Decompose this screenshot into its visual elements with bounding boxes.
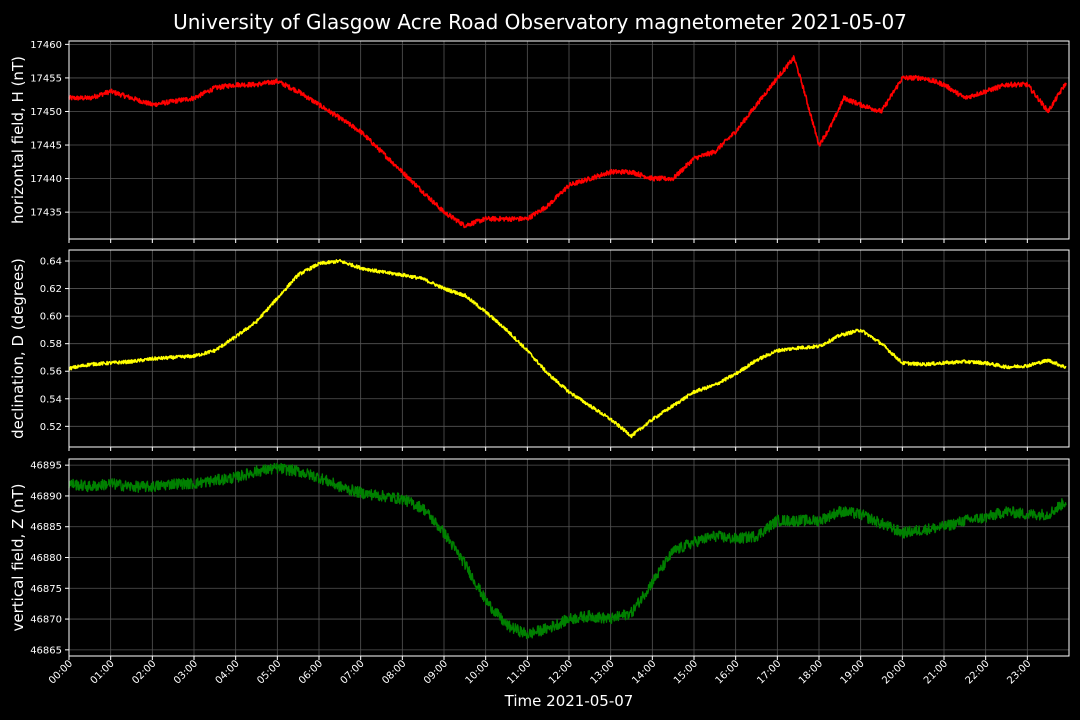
- x-axis-label: Time 2021-05-07: [504, 692, 634, 710]
- y-tick-label: 17455: [30, 73, 62, 84]
- x-tick-label: 20:00: [880, 658, 908, 686]
- y-tick-label: 17435: [30, 208, 62, 219]
- series-line: [68, 55, 1067, 229]
- series-line: [68, 258, 1067, 439]
- y-tick-label: 46885: [30, 522, 62, 533]
- x-tick-label: 06:00: [297, 658, 325, 686]
- x-tick-label: 16:00: [714, 658, 742, 686]
- y-tick-label: 17440: [30, 174, 62, 185]
- x-tick-label: 08:00: [380, 658, 408, 686]
- axes-frame: [68, 40, 1070, 240]
- series-line: [68, 462, 1067, 640]
- panel-3: 46865 46870 46875 46880 46885 46890 46895verti…: [9, 458, 1070, 660]
- y-tick-label: 0.58: [40, 339, 62, 350]
- y-tick-label: 46870: [30, 615, 62, 626]
- x-tick-label: 01:00: [89, 658, 117, 686]
- y-tick-label: 0.54: [40, 394, 62, 405]
- y-tick-label: 0.64: [40, 257, 62, 268]
- x-tick-label: 17:00: [755, 658, 783, 686]
- axes-frame: [68, 249, 1070, 448]
- x-tick-label: 10:00: [464, 658, 492, 686]
- x-tick-label: 02:00: [130, 658, 158, 686]
- y-tick-label: 46875: [30, 584, 62, 595]
- x-tick-label: 21:00: [922, 658, 950, 686]
- x-tick-label: 12:00: [547, 658, 575, 686]
- x-tick-label: 11:00: [505, 658, 533, 686]
- y-tick-label: 0.52: [40, 422, 62, 433]
- x-tick-label: 14:00: [630, 658, 658, 686]
- y-axis-label: horizontal field, H (nT): [9, 56, 27, 224]
- x-tick-label: 15:00: [672, 658, 700, 686]
- y-tick-label: 17460: [30, 40, 62, 51]
- y-tick-label: 17445: [30, 141, 62, 152]
- axes-frame: [68, 458, 1070, 657]
- x-tick-label: 05:00: [255, 658, 283, 686]
- chart-title: University of Glasgow Acre Road Observat…: [173, 10, 907, 34]
- y-tick-label: 0.62: [40, 284, 62, 295]
- y-tick-label: 0.60: [40, 312, 62, 323]
- y-axis-label: declination, D (degrees): [9, 258, 27, 439]
- x-tick-label: 19:00: [839, 658, 867, 686]
- y-tick-label: 46895: [30, 461, 62, 472]
- y-axis-label: vertical field, Z (nT): [9, 483, 27, 631]
- y-tick-label: 46890: [30, 491, 62, 502]
- x-tick-label: 04:00: [214, 658, 242, 686]
- x-tick-label: 22:00: [964, 658, 992, 686]
- y-tick-label: 46865: [30, 645, 62, 656]
- y-tick-label: 17450: [30, 107, 62, 118]
- x-tick-label: 23:00: [1005, 658, 1033, 686]
- x-tick-label: 09:00: [422, 658, 450, 686]
- x-tick-label: 18:00: [797, 658, 825, 686]
- x-tick-label: 03:00: [172, 658, 200, 686]
- x-tick-label: 00:00: [47, 658, 75, 686]
- x-tick-label: 07:00: [339, 658, 367, 686]
- panel-1: 17435 17440 17445 17450 17455 17460horizontal…: [9, 40, 1070, 243]
- x-tick-label: 13:00: [589, 658, 617, 686]
- y-tick-label: 46880: [30, 553, 62, 564]
- panel-2: 0.52 0.54 0.56 0.58 0.60 0.62 0.64 declination,…: [9, 249, 1070, 451]
- y-tick-label: 0.56: [40, 367, 62, 378]
